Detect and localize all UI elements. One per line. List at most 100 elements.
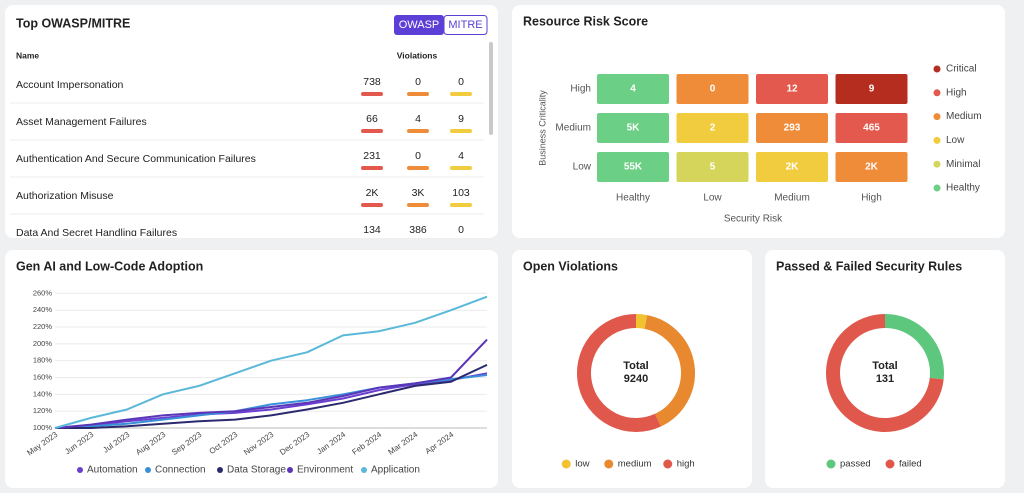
violation-count: 4 — [415, 113, 421, 125]
row-name: Authorization Misuse — [16, 190, 114, 202]
legend-label: Healthy — [946, 183, 980, 194]
legend-label: failed — [899, 459, 922, 470]
severity-bar — [361, 240, 383, 244]
heat-cell — [597, 152, 669, 182]
center-label: Total — [872, 360, 897, 372]
violation-count: 9 — [458, 113, 464, 125]
column-label: Medium — [774, 193, 810, 204]
violation-count: 4 — [458, 150, 464, 162]
legend-dot — [933, 136, 941, 144]
heat-cell — [756, 74, 828, 104]
row-label: Low — [573, 162, 592, 173]
heat-cell — [756, 152, 828, 182]
y-tick-label: 260% — [33, 288, 53, 297]
panel-title: Open Violations — [523, 259, 618, 273]
legend-dot — [933, 89, 941, 97]
cell-label: 9 — [869, 84, 875, 95]
y-tick-label: 200% — [33, 339, 53, 348]
y-tick-label: 180% — [33, 356, 53, 365]
legend-label: Low — [946, 135, 965, 146]
heat-cell — [835, 113, 908, 143]
cell-label: 4 — [630, 84, 636, 95]
row-name: Authentication And Secure Communication … — [16, 153, 256, 165]
y-axis-label: Business Criticality — [537, 90, 547, 166]
severity-bar — [450, 166, 472, 170]
legend-dot — [217, 467, 223, 473]
violation-count: 3K — [412, 187, 425, 199]
y-tick-label: 100% — [33, 423, 53, 432]
severity-bar — [361, 92, 383, 96]
legend-dot — [663, 459, 673, 469]
legend-dot — [826, 459, 836, 469]
legend-dot — [561, 459, 571, 469]
donut-segment — [826, 314, 944, 432]
tab-inactive[interactable] — [443, 15, 488, 35]
row-label: High — [570, 84, 591, 95]
legend-label: Environment — [297, 465, 353, 476]
x-axis-label: Security Risk — [724, 214, 783, 225]
legend-label: Connection — [155, 465, 206, 476]
severity-bar — [407, 129, 429, 133]
violation-count: 103 — [452, 187, 470, 199]
column-label: Healthy — [616, 193, 650, 204]
legend-label: Data Storage — [227, 465, 286, 476]
violation-count: 0 — [415, 150, 421, 162]
violation-count: 2K — [366, 187, 379, 199]
scrollbar — [489, 42, 493, 135]
violation-count: 66 — [366, 113, 378, 125]
severity-bar — [407, 166, 429, 170]
donut-segment — [577, 314, 661, 432]
legend-label: passed — [840, 459, 871, 470]
donut-segment — [884, 314, 944, 380]
panel-title: Top OWASP/MITRE — [16, 16, 130, 30]
line-series — [54, 295, 488, 429]
y-tick-label: 160% — [33, 372, 53, 381]
cell-label: 5K — [627, 123, 641, 134]
heat-cell — [676, 74, 749, 104]
severity-bar — [450, 129, 472, 133]
severity-bar — [361, 129, 383, 133]
legend-dot — [361, 467, 367, 473]
panel-title: Gen AI and Low-Code Adoption — [16, 259, 203, 273]
legend-dot — [933, 113, 941, 121]
heat-cell — [597, 113, 669, 143]
tab[interactable]: MITRE — [448, 19, 482, 31]
center-total: 131 — [876, 373, 894, 385]
legend-dot — [145, 467, 151, 473]
severity-bar — [361, 166, 383, 170]
violation-count: 738 — [363, 76, 381, 88]
y-tick-label: 240% — [33, 305, 53, 314]
column-header: Violations — [397, 50, 438, 60]
line-series — [55, 363, 488, 429]
center-total: 9240 — [624, 373, 648, 385]
violation-count: 0 — [458, 76, 464, 88]
severity-bar — [450, 203, 472, 207]
legend-label: High — [946, 87, 967, 98]
tab-active[interactable] — [394, 15, 444, 35]
panel — [5, 5, 498, 238]
legend-label: Automation — [87, 465, 138, 476]
table-body: Account Impersonation 738 0 0 Asset Manageme… — [10, 76, 484, 244]
severity-bar — [361, 203, 383, 207]
panel — [512, 250, 752, 488]
legend-label: Application — [371, 465, 420, 476]
column-label: Low — [703, 193, 722, 204]
donut-segment — [644, 315, 695, 427]
legend-dot — [287, 467, 293, 473]
cell-label: 12 — [786, 84, 798, 95]
center-label: Total — [623, 360, 648, 372]
legend-dot — [77, 467, 83, 473]
cell-label: 465 — [863, 123, 880, 134]
legend-dot — [604, 459, 614, 469]
panel — [765, 250, 1005, 488]
legend-label: medium — [618, 459, 652, 470]
heat-cell — [835, 74, 908, 104]
y-tick-label: 140% — [33, 389, 53, 398]
legend-label: Medium — [946, 111, 982, 122]
severity-bar — [450, 92, 472, 96]
tab[interactable]: OWASP — [399, 19, 440, 31]
cell-label: 5 — [710, 162, 716, 173]
violation-count: 386 — [409, 224, 427, 236]
y-tick-label: 220% — [33, 322, 53, 331]
